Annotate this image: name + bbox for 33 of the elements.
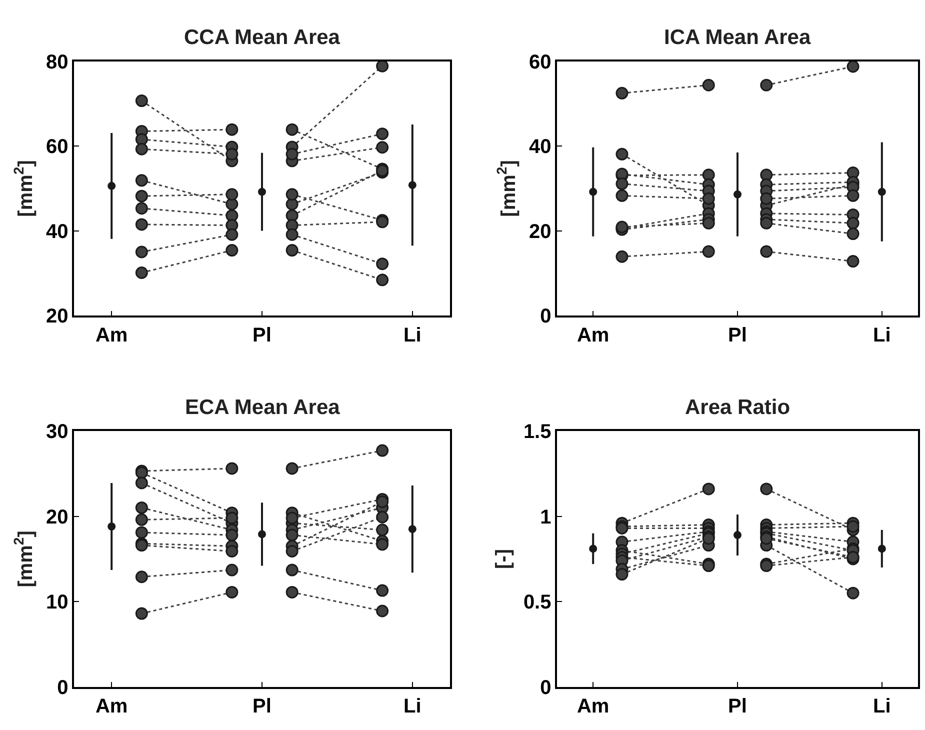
- x-tick-label: Am: [95, 324, 128, 346]
- y-tick-label: 40: [46, 220, 68, 243]
- y-tick-label: 80: [46, 51, 68, 74]
- y-tick-label: 60: [529, 51, 552, 74]
- y-tick-label: 10: [46, 592, 68, 614]
- y-tick-label: 0: [540, 306, 552, 328]
- y-tick-label: 0: [57, 676, 68, 699]
- chart-title: Area Ratio: [685, 396, 790, 419]
- y-tick-label: 0: [540, 676, 552, 699]
- x-tick-label: Am: [95, 696, 128, 718]
- x-tick-label: Am: [576, 324, 610, 346]
- x-tick-label: Li: [404, 324, 422, 346]
- x-tick-label: Li: [873, 696, 891, 718]
- chart-title: ECA Mean Area: [185, 396, 340, 419]
- y-tick-label: 60: [46, 136, 68, 158]
- chart-title: CCA Mean Area: [184, 26, 340, 49]
- y-tick-label: 40: [529, 136, 552, 158]
- y-tick-label: 0.5: [523, 592, 552, 614]
- y-tick-label: 1.5: [523, 420, 552, 443]
- chart-title: ICA Mean Area: [664, 26, 811, 49]
- y-tick-label: 1: [540, 506, 552, 528]
- x-tick-label: Pl: [252, 696, 272, 718]
- y-tick-label: 20: [46, 506, 68, 528]
- x-tick-label: Am: [576, 696, 610, 718]
- y-tick-label: 20: [529, 220, 552, 243]
- y-axis-title: [-]: [492, 548, 514, 569]
- x-tick-label: Li: [873, 324, 891, 346]
- x-tick-label: Pl: [728, 696, 747, 718]
- x-tick-label: Pl: [728, 324, 747, 346]
- x-tick-label: Li: [404, 696, 422, 718]
- y-tick-label: 20: [46, 306, 68, 328]
- x-tick-label: Pl: [252, 324, 272, 346]
- y-tick-label: 30: [46, 420, 68, 443]
